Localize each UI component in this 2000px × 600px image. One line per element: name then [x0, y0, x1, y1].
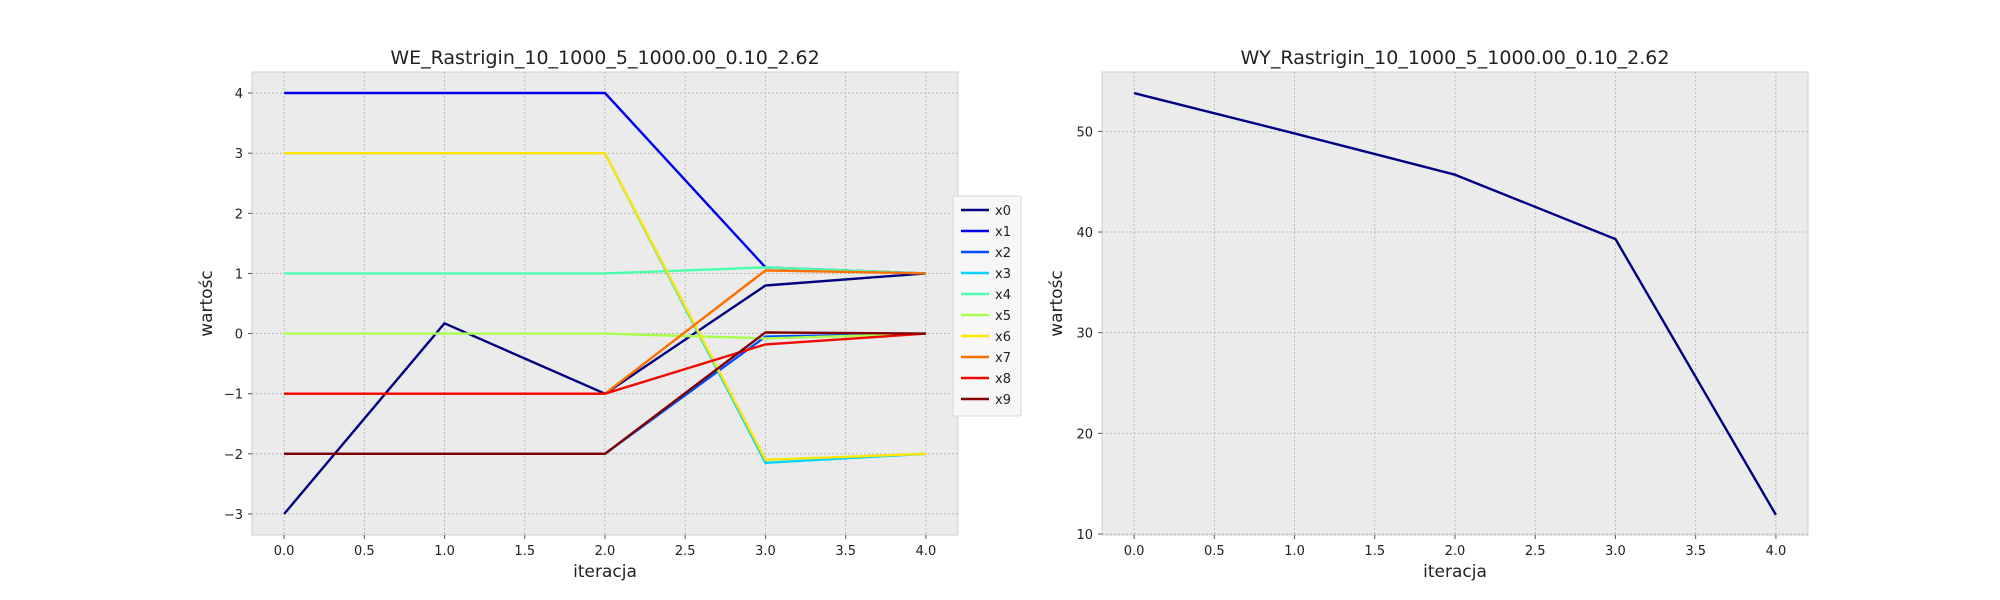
y-tick-label: −2	[224, 448, 243, 463]
legend-label-x0: x0	[995, 204, 1011, 219]
legend-label-x4: x4	[995, 288, 1011, 303]
x-tick-label: 2.0	[595, 544, 616, 559]
y-axis-label: wartośc	[1047, 270, 1067, 337]
legend-label-x7: x7	[995, 351, 1011, 366]
y-tick-label: 4	[235, 87, 243, 102]
y-tick-label: 1	[235, 267, 243, 282]
legend-label-x3: x3	[995, 267, 1011, 282]
chart-title: WY_Rastrigin_10_1000_5_1000.00_0.10_2.62	[1241, 47, 1670, 69]
chart-2: 0.0 0.5 1.0 1.5 2.0 2.5 3.0 3.5 4.0 10 20 30 40 50 WY_…	[1047, 47, 1809, 582]
legend-label-x1: x1	[995, 225, 1011, 240]
series-line-series-2	[1133, 91, 1777, 516]
legend-label-x2: x2	[995, 246, 1011, 261]
x-tick-label: 4.0	[916, 544, 937, 559]
y-tick-label: 0	[235, 328, 243, 343]
series-line-x9	[284, 331, 926, 455]
x-tick-label: 2.0	[1445, 544, 1466, 559]
y-tick-label: −3	[224, 508, 243, 523]
x-tick-label: 3.5	[835, 544, 856, 559]
legend: x0 x1 x2 x3 x4 x5 x6 x7 x8 x9	[952, 195, 1022, 417]
legend-label-x5: x5	[995, 309, 1011, 324]
series-line-x6	[284, 151, 926, 461]
series-line-x4	[284, 266, 926, 275]
x-axis-label: iteracja	[573, 562, 637, 582]
y-tick-label: 30	[1076, 327, 1093, 342]
x-tick-label: 1.5	[514, 544, 535, 559]
x-tick-label: 3.5	[1685, 544, 1706, 559]
y-tick-label: 50	[1076, 125, 1093, 140]
x-tick-label: 3.0	[755, 544, 776, 559]
x-tick-label: 2.5	[1525, 544, 1546, 559]
x-tick-label: 1.5	[1364, 544, 1385, 559]
chart-1: 0.0 0.5 1.0 1.5 2.0 2.5 3.0 3.5 4.0 −3 −2 −1 0 1 2 3 4 WE…	[197, 47, 1022, 582]
y-axis-label: wartośc	[197, 270, 217, 337]
y-tick-label: 3	[235, 147, 243, 162]
x-axis-label: iteracja	[1423, 562, 1487, 582]
x-tick-label: 0.5	[354, 544, 375, 559]
y-tick-label: −1	[224, 388, 243, 403]
x-tick-label: 0.0	[1124, 544, 1145, 559]
y-tick-label: 20	[1076, 427, 1093, 442]
x-tick-label: 0.5	[1204, 544, 1225, 559]
x-tick-label: 0.0	[274, 544, 295, 559]
legend-label-x6: x6	[995, 330, 1011, 345]
x-tick-label: 4.0	[1766, 544, 1787, 559]
x-tick-label: 1.0	[1284, 544, 1305, 559]
legend-label-x9: x9	[995, 393, 1011, 408]
y-tick-label: 10	[1076, 528, 1093, 543]
legend-label-x8: x8	[995, 372, 1011, 387]
chart-title: WE_Rastrigin_10_1000_5_1000.00_0.10_2.62	[390, 47, 819, 69]
x-tick-label: 1.0	[434, 544, 455, 559]
y-tick-label: 2	[235, 207, 243, 222]
x-tick-label: 3.0	[1605, 544, 1626, 559]
series-line-x5	[284, 332, 926, 340]
series-line-x8	[284, 332, 926, 395]
y-tick-label: 40	[1076, 226, 1093, 241]
x-tick-label: 2.5	[675, 544, 696, 559]
